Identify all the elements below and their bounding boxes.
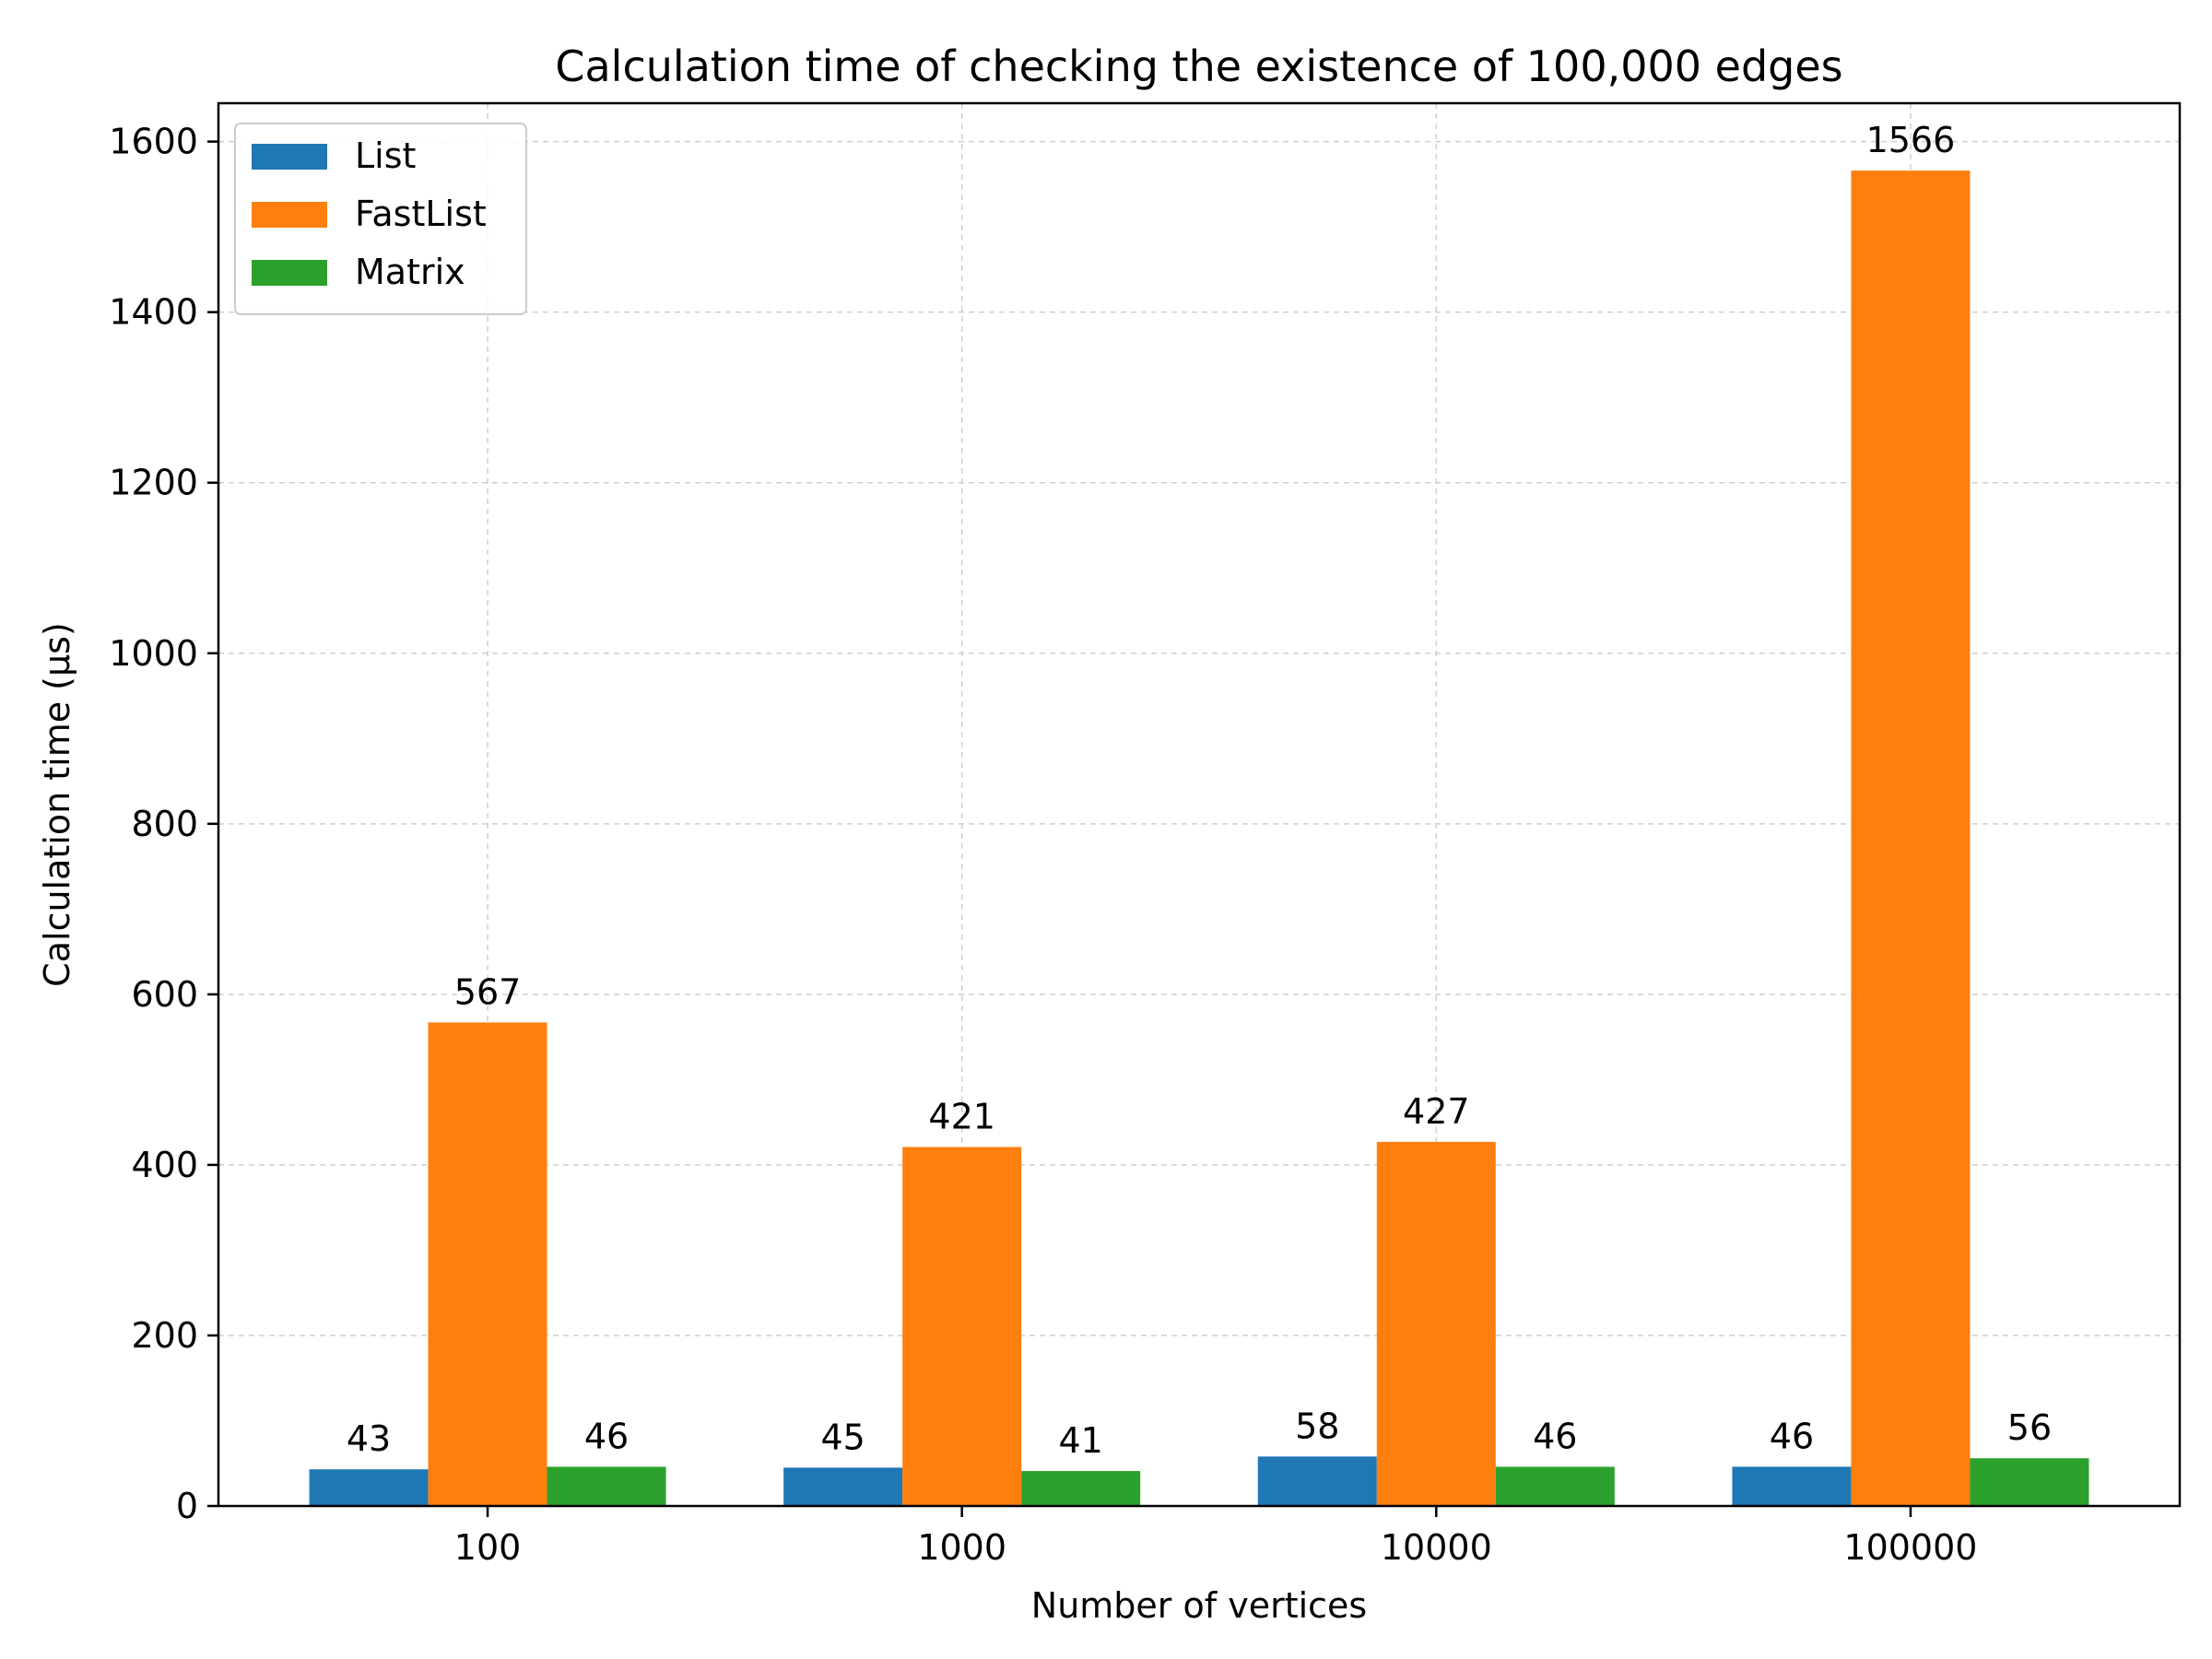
x-tick-label: 100000 — [1843, 1527, 1977, 1568]
bars — [309, 171, 2089, 1506]
bar-labels: 43 45 58 46 567 421 427 1566 46 41 46 56 — [347, 120, 2052, 1461]
legend-label-list: List — [355, 135, 416, 176]
legend-swatch-list — [252, 144, 327, 170]
legend-swatch-fastlist — [252, 202, 327, 228]
bar-value-label: 421 — [928, 1096, 995, 1136]
y-tick-label: 400 — [131, 1145, 198, 1185]
y-tick-label: 1200 — [109, 463, 198, 503]
y-tick-label: 200 — [131, 1315, 198, 1356]
bar-list — [309, 1469, 429, 1506]
bar-matrix — [547, 1466, 666, 1506]
legend: List FastList Matrix — [234, 123, 527, 315]
bar-list — [1257, 1456, 1377, 1506]
y-tick-label: 1600 — [109, 122, 198, 162]
y-tick-label: 800 — [131, 804, 198, 844]
bar-value-label: 46 — [1533, 1416, 1577, 1456]
bar-value-label: 1566 — [1866, 120, 1956, 160]
legend-label-matrix: Matrix — [355, 252, 465, 292]
y-tick-label: 1400 — [109, 292, 198, 333]
bar-value-label: 58 — [1295, 1406, 1339, 1446]
bar-matrix — [1970, 1458, 2089, 1506]
bar-matrix — [1495, 1466, 1615, 1506]
bar-list — [783, 1467, 903, 1506]
y-axis: 0 200 400 600 800 1000 1200 1400 1600 — [109, 122, 218, 1526]
y-tick-label: 1000 — [109, 633, 198, 674]
x-tick-label: 1000 — [917, 1527, 1006, 1568]
y-axis-label: Calculation time (μs) — [37, 622, 77, 987]
bar-fastlist — [902, 1147, 1022, 1506]
bar-matrix — [1021, 1471, 1141, 1506]
bar-fastlist — [1851, 171, 1971, 1506]
y-tick-label: 600 — [131, 974, 198, 1015]
bar-value-label: 56 — [2007, 1407, 2052, 1448]
bar-value-label: 41 — [1059, 1420, 1103, 1461]
legend-label-fastlist: FastList — [355, 194, 487, 234]
x-tick-label: 100 — [454, 1527, 522, 1568]
bar-fastlist — [428, 1022, 547, 1506]
bar-value-label: 46 — [584, 1416, 629, 1456]
x-tick-label: 10000 — [1381, 1527, 1492, 1568]
x-axis-label: Number of vertices — [1031, 1585, 1367, 1626]
plot-frame — [217, 101, 2182, 1508]
y-tick-label: 0 — [176, 1486, 198, 1526]
legend-swatch-matrix — [252, 260, 327, 286]
chart-title: Calculation time of checking the existen… — [555, 41, 1842, 91]
bar-value-label: 567 — [454, 971, 522, 1012]
bar-value-label: 46 — [1770, 1416, 1814, 1456]
bar-list — [1732, 1466, 1852, 1506]
bar-value-label: 45 — [821, 1417, 865, 1457]
x-axis: 100 1000 10000 100000 — [454, 1506, 1977, 1568]
bar-value-label: 43 — [347, 1418, 391, 1459]
bar-fastlist — [1376, 1141, 1496, 1506]
bar-value-label: 427 — [1403, 1091, 1470, 1132]
